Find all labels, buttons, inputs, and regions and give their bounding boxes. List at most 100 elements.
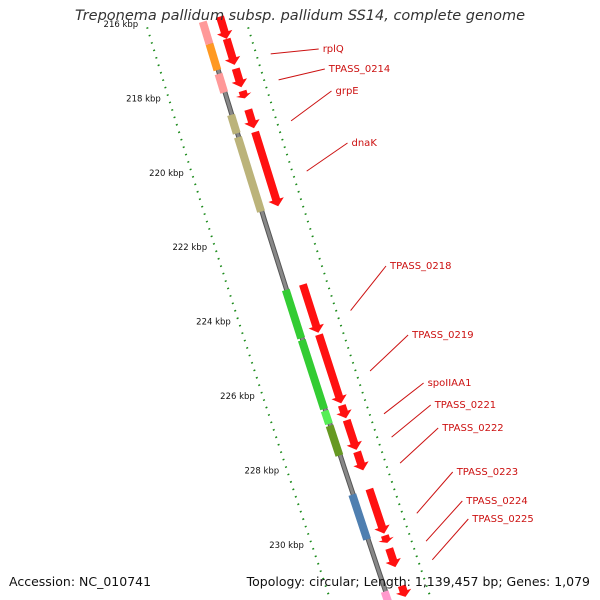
inner-tick: [191, 175, 195, 178]
inner-tick: [210, 235, 213, 238]
outer-tick: [265, 86, 268, 89]
inner-tick: [175, 123, 179, 126]
inner-tick: [182, 146, 185, 149]
inner-tick: [171, 108, 174, 111]
outer-tick: [301, 205, 305, 208]
inner-tick: [255, 376, 259, 379]
inner-tick: [146, 27, 149, 30]
outer-tick: [260, 71, 264, 74]
gene-label: spoIIAA1: [428, 378, 472, 389]
inner-tick: [306, 532, 310, 536]
scale-label: 224 kbp: [196, 318, 231, 328]
gene-arrow: [385, 547, 401, 568]
cog-bar: [205, 42, 222, 72]
scale-label: 228 kbp: [245, 466, 280, 476]
outer-tick: [393, 488, 396, 491]
outer-tick: [417, 562, 421, 565]
gene-labels: rplQ TPASS_0214 grpE dnaK TPASS_0218 TPASS_02…: [270, 44, 534, 561]
outer-tick: [344, 339, 348, 342]
outer-tick: [332, 302, 336, 305]
gene-arrow: [342, 418, 362, 450]
outer-tick: [373, 428, 376, 431]
gene-label: TPASS_0219: [411, 330, 473, 341]
cog-bar: [348, 493, 371, 541]
outer-tick: [327, 287, 331, 290]
inner-tick: [217, 257, 220, 260]
outer-tick: [256, 56, 259, 59]
gene-arrow: [216, 15, 233, 39]
gene-label: TPASS_0224: [465, 496, 527, 507]
inner-tick: [184, 153, 188, 156]
inner-tick: [265, 406, 268, 409]
outer-tick: [337, 317, 340, 320]
outer-tick: [304, 212, 307, 216]
inner-tick: [177, 131, 181, 134]
inner-tick: [166, 93, 169, 97]
cog-bar: [198, 20, 214, 46]
inner-tick: [215, 250, 218, 253]
cog-bar: [325, 424, 344, 457]
inner-tick: [238, 324, 242, 327]
scale-label: 230 kbp: [269, 541, 304, 551]
outer-tick: [371, 421, 374, 424]
outer-tick: [415, 555, 418, 558]
inner-tick: [231, 302, 235, 305]
leader-line: [391, 404, 432, 438]
outer-tick: [420, 570, 423, 573]
inner-tick: [243, 339, 247, 342]
gene-label: TPASS_0221: [434, 400, 496, 411]
inner-tick: [248, 354, 251, 357]
inner-tick: [241, 332, 244, 335]
outer-tick: [410, 540, 413, 543]
outer-tick: [290, 168, 293, 171]
outer-tick: [309, 227, 312, 231]
outer-tick: [313, 242, 317, 245]
inner-tick: [279, 451, 283, 454]
inner-tick: [159, 71, 163, 74]
outer-tick: [278, 131, 282, 134]
outer-tick: [383, 458, 386, 461]
inner-tick: [302, 517, 305, 521]
scale-label: 222 kbp: [172, 243, 207, 253]
inner-tick: [292, 488, 295, 491]
outer-tick: [258, 64, 261, 67]
inner-tick: [152, 49, 156, 52]
outer-tick: [297, 190, 300, 193]
outer-tick: [412, 547, 416, 550]
outer-tick: [361, 391, 364, 394]
scale-label: 226 kbp: [220, 392, 255, 402]
outer-tick: [295, 183, 298, 186]
gene-arrow: [244, 108, 260, 129]
inner-tick: [272, 428, 275, 431]
outer-tick: [366, 406, 369, 409]
cog-bar: [282, 288, 305, 340]
outer-tick: [388, 473, 391, 476]
inner-tick: [229, 294, 232, 298]
cog-bar: [380, 590, 392, 600]
gene-arrow: [353, 450, 369, 471]
outer-tick: [407, 532, 411, 536]
inner-tick: [194, 183, 197, 186]
inner-tick: [282, 458, 285, 461]
inner-tick: [267, 413, 271, 417]
inner-tick: [236, 317, 239, 320]
gene-label: TPASS_0222: [441, 423, 503, 434]
inner-tick: [257, 384, 261, 387]
leader-line: [290, 90, 332, 122]
inner-tick: [212, 242, 216, 245]
outer-tick: [349, 354, 352, 357]
outer-tick: [251, 41, 255, 45]
inner-tick: [250, 361, 254, 364]
inner-tick: [253, 369, 256, 372]
gene-arrow: [315, 333, 347, 404]
leader-line: [369, 334, 409, 372]
gene-label: dnaK: [352, 138, 378, 149]
gene-label: TPASS_0225: [471, 514, 533, 525]
inner-tick: [260, 391, 263, 394]
cog-bar: [234, 136, 265, 213]
outer-tick: [272, 108, 275, 111]
outer-tick: [276, 123, 280, 126]
inner-tick: [196, 190, 199, 193]
gene-arrow: [365, 487, 390, 534]
